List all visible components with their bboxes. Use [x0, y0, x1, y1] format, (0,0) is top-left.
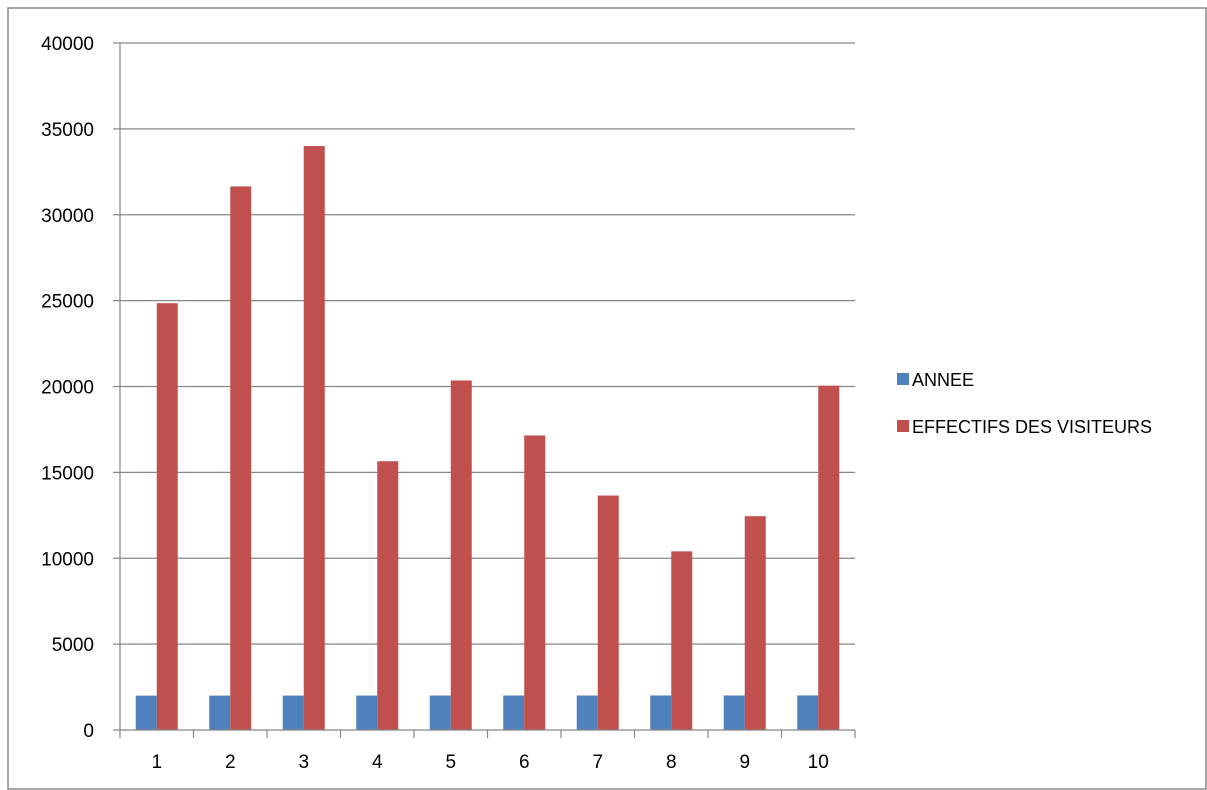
x-tick-label: 9: [739, 752, 750, 773]
bar-annee-8: [650, 695, 672, 730]
x-tick-label: 3: [298, 752, 309, 773]
legend-swatch-annee: [897, 373, 909, 385]
bar-annee-1: [135, 695, 157, 730]
bar-annee-6: [503, 695, 525, 730]
y-tick-label: 30000: [41, 206, 94, 227]
bar-effectifs-4: [377, 461, 399, 730]
x-tick-label: 4: [372, 752, 383, 773]
bar-annee-5: [429, 695, 451, 730]
bar-effectifs-7: [597, 495, 619, 730]
x-tick-label: 10: [808, 752, 829, 773]
legend-label-effectifs: EFFECTIFS DES VISITEURS: [912, 417, 1152, 437]
y-tick-label: 10000: [41, 549, 94, 570]
bar-effectifs-10: [818, 385, 840, 730]
x-tick-label: 1: [151, 752, 162, 773]
legend-label-annee: ANNEE: [912, 370, 974, 390]
y-tick-label: 40000: [41, 34, 94, 55]
bar-annee-9: [723, 695, 745, 730]
y-tick-label: 20000: [41, 378, 94, 399]
bar-effectifs-1: [156, 303, 178, 730]
axes: 0 5000 10000 15000 20000 25000 30000 35000 40000…: [41, 34, 856, 773]
legend: ANNEE EFFECTIFS DES VISITEURS: [897, 370, 1152, 437]
y-tick-label: 15000: [41, 463, 94, 484]
bars: [135, 146, 840, 731]
bar-effectifs-5: [450, 380, 472, 730]
x-tick-label: 5: [445, 752, 456, 773]
y-tick-label: 5000: [52, 635, 94, 656]
bar-annee-2: [209, 695, 231, 730]
bar-effectifs-6: [524, 435, 546, 730]
bar-annee-10: [797, 695, 819, 730]
bar-annee-3: [282, 695, 304, 730]
y-tick-label: 0: [83, 721, 94, 742]
legend-swatch-effectifs: [897, 420, 909, 432]
bar-effectifs-2: [230, 186, 252, 730]
y-tick-label: 25000: [41, 292, 94, 313]
bar-effectifs-8: [671, 551, 693, 730]
x-tick-label: 8: [666, 752, 677, 773]
x-tick-label: 6: [519, 752, 530, 773]
bar-effectifs-3: [303, 146, 325, 731]
bar-annee-7: [576, 695, 598, 730]
x-tick-label: 7: [592, 752, 603, 773]
bar-annee-4: [356, 695, 378, 730]
y-tick-label: 35000: [41, 120, 94, 141]
bar-effectifs-9: [744, 516, 766, 730]
x-tick-label: 2: [225, 752, 236, 773]
